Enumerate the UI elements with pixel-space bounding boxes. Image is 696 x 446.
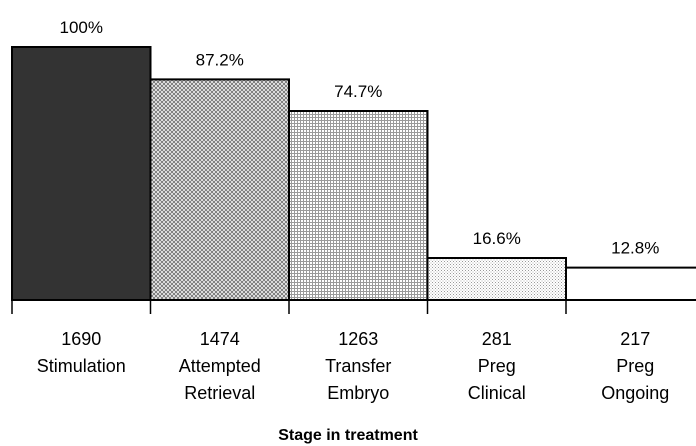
x-axis [11,299,696,314]
value-label-0: 100% [60,18,103,37]
value-label-2: 74.7% [334,82,382,101]
category-label-0-line-1: Stimulation [37,356,126,376]
category-label-1-line-0: 1474 [200,329,240,349]
bar-2 [288,110,429,301]
bar-0 [11,46,152,301]
value-label-1: 87.2% [196,50,244,69]
bar-3 [426,257,567,302]
category-label-2-line-0: 1263 [338,329,378,349]
value-label-3: 16.6% [473,229,521,248]
bar-4 [565,266,696,301]
category-label-3-line-2: Clinical [468,383,526,403]
value-label-4: 12.8% [611,239,659,258]
category-label-1-line-1: Attempted [179,356,261,376]
category-label-1-line-2: Retrieval [184,383,255,403]
category-label-4-line-0: 217 [620,329,650,349]
x-axis-title: Stage in treatment [278,427,418,444]
bars-group [11,46,696,302]
bar-1 [149,78,290,301]
value-labels-group: 100% 87.2% 74.7% 16.6% 12.8% [60,18,660,258]
category-label-4-line-2: Ongoing [601,383,669,403]
category-label-3-line-1: Preg [478,356,516,376]
category-label-0-line-0: 1690 [61,329,101,349]
category-label-2-line-1: Transfer [325,356,391,376]
category-label-2-line-2: Embryo [327,383,389,403]
category-label-3-line-0: 281 [482,329,512,349]
category-label-4-line-1: Preg [616,356,654,376]
category-labels-group: 1690 Stimulation 1474 Attempted Retrieval 126… [37,329,670,403]
